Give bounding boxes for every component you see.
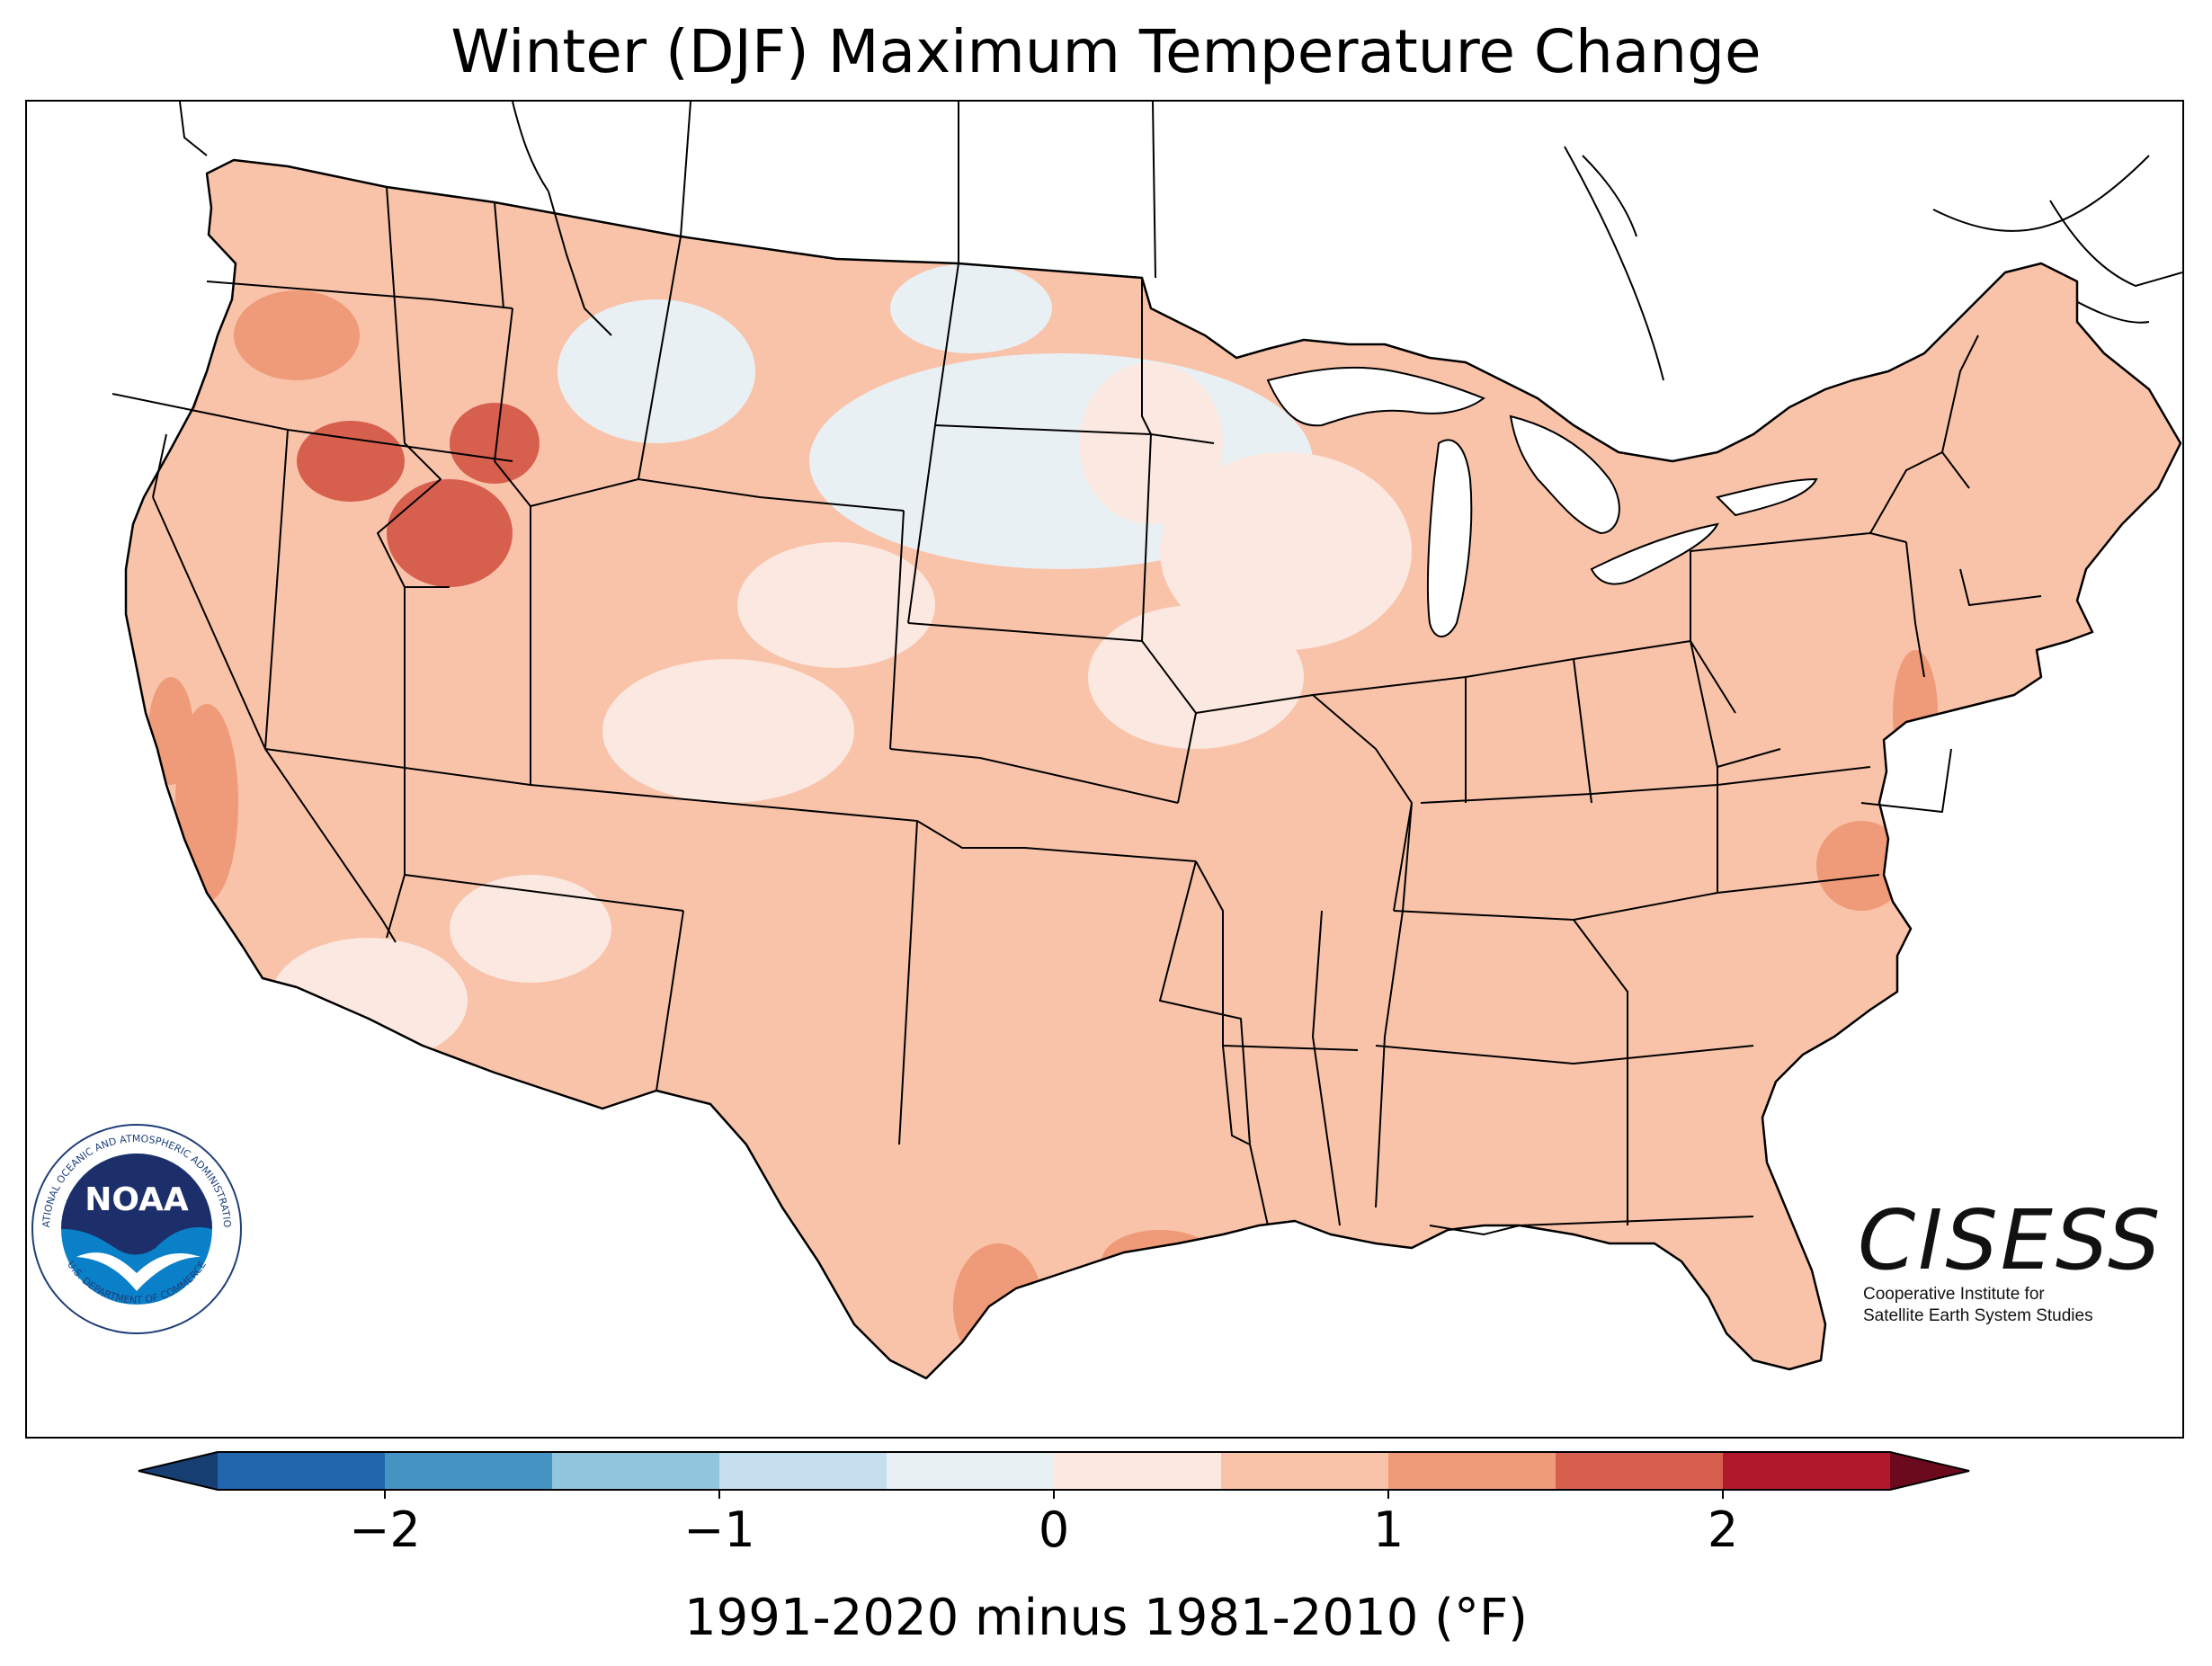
state-border (916, 820, 1197, 862)
state-border (1941, 334, 1979, 453)
colorbar-segment (385, 1452, 553, 1490)
noaa-logo: NOAA NATIONAL OCEANIC AND ATMOSPHERIC AD… (26, 1113, 244, 1336)
colorbar-segments (138, 1451, 1970, 1491)
state-border (206, 281, 513, 309)
temperature-change-area (890, 263, 1052, 353)
noaa-emblem-icon: NOAA NATIONAL OCEANIC AND ATMOSPHERIC AD… (26, 1113, 242, 1334)
state-border (152, 496, 266, 750)
temperature-change-area (890, 1046, 962, 1100)
temperature-change-area (1039, 987, 1119, 1122)
state-border (1393, 910, 1628, 1225)
temperature-change-map (111, 102, 2182, 1380)
colorbar-ticks: −2 −1 0 1 2 (349, 1490, 1738, 1558)
state-border (889, 748, 1179, 804)
temperature-change-area (1816, 821, 1906, 911)
temperature-change-area (1920, 897, 1983, 960)
temperature-change-area (1389, 1113, 1470, 1158)
colorbar-segment (1221, 1452, 1389, 1490)
state-border (889, 510, 905, 750)
state-border (1222, 1045, 1251, 1145)
temperature-change-area (944, 902, 1052, 1010)
state-border (264, 748, 918, 822)
colorbar-segment (719, 1452, 887, 1490)
state-border (1869, 451, 1970, 534)
temperature-change-area (387, 479, 513, 587)
state-border (898, 820, 918, 1145)
noaa-wordmark: NOAA (85, 1181, 189, 1218)
state-border (907, 424, 936, 624)
great-lakes (1266, 366, 1818, 637)
state-border (907, 622, 1143, 642)
state-border (638, 478, 905, 512)
state-border (404, 874, 684, 912)
temperature-change-area (450, 875, 611, 983)
colorbar-tick-label: −1 (683, 1501, 755, 1558)
colorbar-tick-label: 1 (1373, 1501, 1404, 1558)
state-border (1690, 532, 1907, 641)
state-border (1141, 278, 1152, 435)
cisess-wordmark: CISESS (1858, 1192, 2163, 1288)
temperature-change-area (737, 542, 935, 668)
colorbar-segment (1723, 1452, 1891, 1490)
state-borders (111, 186, 2042, 1235)
colorbar-segment (1388, 1452, 1556, 1490)
colorbar-tick-label: 0 (1039, 1501, 1069, 1558)
colorbar-segment (1054, 1452, 1222, 1490)
temperature-change-area (270, 938, 468, 1064)
colorbar-outline (138, 1451, 1970, 1491)
state-border (1312, 910, 1341, 1226)
colorbar-segment (887, 1452, 1055, 1490)
cisess-subtitle-line1: Cooperative Institute for (1863, 1285, 2045, 1304)
temperature-change-area (602, 659, 854, 803)
temperature-change-area (450, 403, 540, 484)
temperature-change-area (953, 1243, 1043, 1369)
state-border (494, 201, 504, 309)
temperature-change-area (297, 421, 405, 502)
colorbar-segment (218, 1452, 386, 1490)
colorbar-segment (1556, 1452, 1724, 1490)
state-border (656, 910, 684, 1091)
state-border (638, 236, 682, 480)
canada-borders (179, 102, 2182, 381)
colorbar-segment (552, 1452, 720, 1490)
state-border (1420, 766, 1871, 804)
colorbar-overflow-arrow (1890, 1452, 1969, 1490)
colorbar-tick-label: −2 (349, 1501, 421, 1558)
temperature-change-area (1556, 1001, 1663, 1073)
cisess-subtitle-line2: Satellite Earth System Studies (1863, 1306, 2093, 1325)
state-border (152, 433, 167, 498)
state-border (377, 186, 450, 588)
temperature-change-area (148, 677, 193, 785)
temperature-change-area (1088, 605, 1304, 749)
state-border (1195, 860, 1359, 1051)
state-border (548, 191, 612, 336)
map-title: Winter (DJF) Maximum Temperature Change (450, 17, 1762, 86)
state-border (1375, 1045, 1754, 1065)
state-border (934, 263, 959, 426)
state-border (494, 307, 513, 462)
colorbar-tick-label: 2 (1708, 1501, 1738, 1558)
map-frame (25, 100, 2184, 1439)
colorbar-underflow-arrow (138, 1452, 218, 1490)
temperature-change-area (234, 290, 360, 380)
state-border (1905, 541, 1925, 678)
cisess-subtitle: Cooperative Institute for Satellite Eart… (1863, 1284, 2172, 1327)
state-border (1159, 860, 1269, 1226)
temperature-change-area (1893, 650, 1938, 776)
us-outline (124, 158, 2182, 1380)
state-border (1141, 433, 1197, 804)
state-border (1717, 874, 1880, 894)
cisess-logo: CISESS Cooperative Institute for Satelli… (1858, 1198, 2172, 1327)
temperature-change-area (1160, 452, 1412, 650)
colorbar: −2 −1 0 1 2 1991-2020 minus 1981-2010 (°F) (138, 1451, 1970, 1647)
state-border (1959, 568, 2042, 606)
temperature-change-area (1983, 367, 2064, 430)
state-border (1375, 802, 1413, 1208)
colorbar-label: 1991-2020 minus 1981-2010 (°F) (684, 1589, 1528, 1647)
state-border (1195, 694, 1413, 912)
state-border (1860, 748, 1952, 813)
